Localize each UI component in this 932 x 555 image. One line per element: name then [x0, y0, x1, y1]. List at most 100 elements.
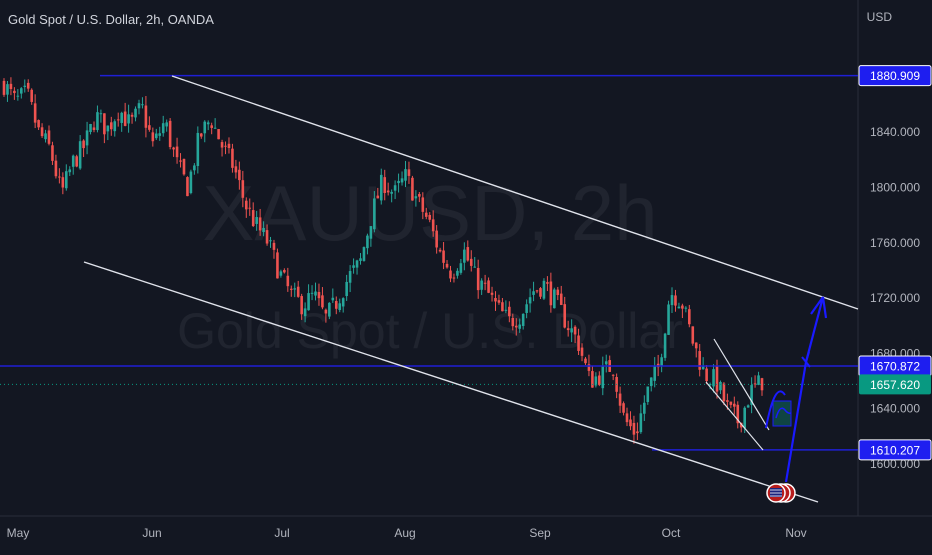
watermark-description: Gold Spot / U.S. Dollar	[177, 303, 683, 359]
economic-events-icon	[766, 483, 796, 503]
candle-body	[144, 105, 148, 128]
candle-body	[601, 365, 605, 389]
candle-body	[445, 263, 449, 268]
candle-body	[213, 127, 217, 129]
price-labels: 1880.909 1670.872 1610.207 1657.620	[858, 65, 932, 461]
candle-body	[501, 302, 504, 312]
candle-body	[726, 400, 729, 402]
candle-body	[68, 169, 72, 173]
candle-body	[639, 413, 643, 433]
candle-body	[158, 133, 162, 136]
level-price-label-box	[858, 65, 932, 87]
candle-body	[449, 270, 452, 279]
candle-body	[199, 133, 203, 137]
candle-body	[521, 313, 525, 326]
candle-body	[186, 177, 189, 197]
candle-body	[82, 140, 85, 149]
candle-body	[168, 120, 172, 148]
candle-body	[577, 335, 580, 351]
candle-body	[37, 120, 40, 128]
candle-body	[400, 178, 404, 183]
candle-body	[694, 342, 698, 349]
candle-body	[127, 114, 130, 124]
candle-body	[193, 165, 196, 171]
current-price-label: 1657.620	[870, 378, 920, 392]
candle-body	[279, 271, 283, 276]
candle-body	[643, 402, 646, 414]
time-axis[interactable]: May Jun Jul Aug Sep Oct Nov	[7, 526, 807, 540]
candle-body	[165, 122, 168, 127]
candle-body	[379, 174, 383, 201]
candle-body	[546, 282, 549, 284]
candle-body	[324, 309, 328, 314]
candle-body	[116, 119, 120, 121]
price-tick-label: 1840.000	[870, 125, 920, 139]
projection-arrow-small	[765, 390, 786, 429]
candle-body	[9, 83, 13, 90]
candle-body	[722, 383, 726, 402]
candle-body	[217, 129, 220, 140]
candle-body	[490, 292, 494, 295]
candle-body	[618, 393, 622, 406]
symbol-title[interactable]: Gold Spot / U.S. Dollar, 2h, OANDA	[8, 12, 214, 27]
candle-body	[452, 277, 456, 279]
candle-body	[431, 219, 435, 232]
candle-body	[629, 419, 632, 427]
candle-body	[580, 347, 584, 356]
candle-body	[622, 403, 625, 413]
candle-body	[476, 267, 480, 291]
candle-body	[345, 281, 348, 297]
candle-body	[89, 123, 92, 132]
candle-body	[636, 431, 639, 434]
candle-body	[231, 148, 234, 168]
candle-body	[352, 265, 355, 268]
candle-body	[750, 385, 753, 405]
candle-body	[473, 266, 477, 268]
candle-body	[591, 371, 594, 388]
candle-body	[234, 166, 238, 173]
candle-body	[757, 375, 760, 385]
candle-body	[715, 366, 719, 392]
candle-body	[424, 212, 428, 217]
level-price-label: 1880.909	[870, 69, 920, 83]
time-tick-label: May	[7, 526, 30, 540]
candle-body	[681, 305, 684, 309]
candle-body	[688, 309, 691, 325]
candle-body	[570, 328, 573, 333]
candle-body	[203, 121, 207, 134]
candle-body	[649, 377, 653, 387]
candle-body	[466, 247, 470, 261]
currency-label[interactable]: USD	[866, 10, 892, 24]
candle-body	[283, 269, 286, 273]
candle-body	[362, 247, 366, 261]
level-price-label: 1670.872	[870, 360, 920, 374]
projection-arrow-head	[810, 296, 828, 319]
candle-body	[262, 227, 265, 233]
candle-body	[698, 351, 701, 370]
candle-body	[355, 260, 359, 268]
candle-body	[456, 270, 459, 276]
candle-body	[179, 160, 182, 162]
candle-body	[760, 378, 764, 391]
candle-body	[338, 303, 342, 310]
candle-body	[310, 292, 314, 294]
candle-body	[123, 111, 127, 126]
candle-body	[99, 113, 103, 115]
candle-body	[303, 308, 307, 317]
candle-body	[528, 297, 532, 304]
candle-body	[369, 226, 373, 239]
candle-body	[494, 297, 497, 302]
candle-body	[407, 169, 411, 176]
candle-body	[255, 217, 258, 224]
candle-body	[587, 364, 591, 371]
candle-body	[469, 258, 473, 266]
candle-body	[224, 145, 227, 147]
candle-body	[44, 133, 47, 140]
candle-body	[753, 383, 757, 385]
price-tick-label: 1720.000	[870, 291, 920, 305]
candle-body	[141, 104, 144, 106]
candle-body	[566, 328, 570, 331]
